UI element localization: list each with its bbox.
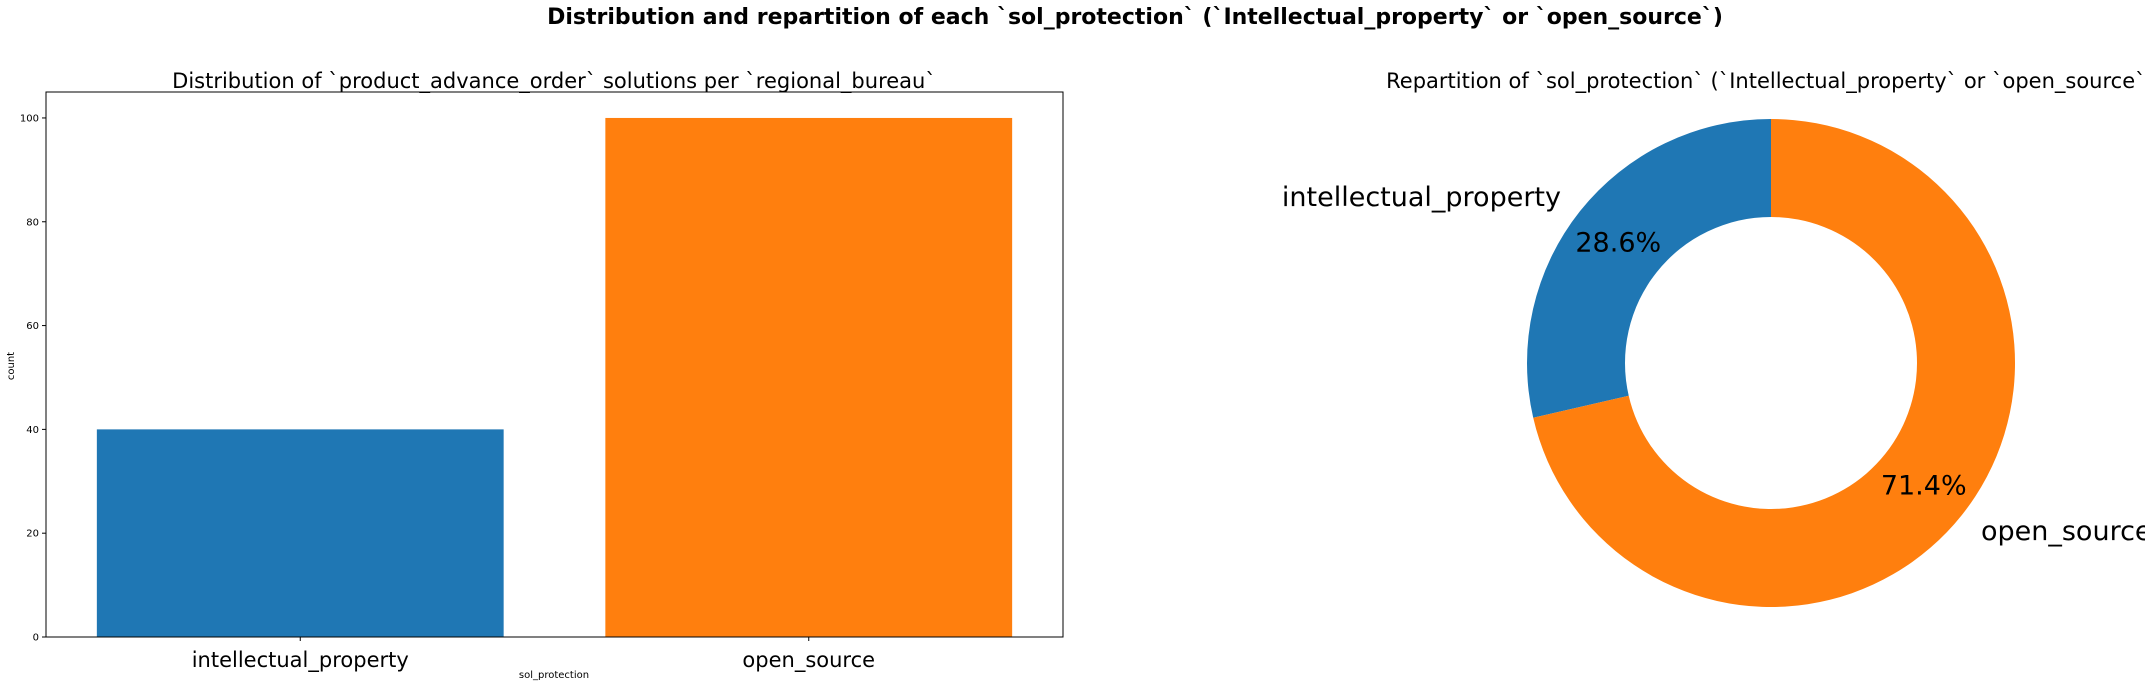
y-tick-label: 100 [20,113,39,124]
donut-chart: Repartition of `sol_protection` (`Intell… [1282,69,2145,607]
x-tick-label: intellectual_property [192,648,409,673]
donut-plot-area: 28.6% intellectual_property 71.4% open_sour… [1282,118,2145,607]
bar-chart: Distribution of `product_advance_order` … [6,69,1064,681]
donut-slice-open-source [1533,118,2016,607]
figure-suptitle: Distribution and repartition of each `so… [547,5,1723,30]
bar-open-source [605,117,1013,637]
bar-chart-title: Distribution of `product_advance_order` … [172,69,936,94]
y-tick-label: 40 [26,425,39,436]
bar-intellectual-property [96,429,504,637]
y-tick-label: 0 [33,633,39,644]
bar-plot-area: intellectual_property open_source 0 20 40 60 8… [20,91,1064,673]
donut-category-label: open_source [1981,516,2145,547]
bar-chart-ylabel: count [6,352,17,380]
donut-percent-label: 71.4% [1881,471,1967,502]
donut-percent-label: 28.6% [1575,227,1661,258]
donut-category-label: intellectual_property [1282,182,1561,213]
y-tick-label: 20 [26,529,39,540]
bar-axes-frame [45,91,1064,638]
donut-slice-intellectual-property [1527,119,1771,418]
y-tick-label: 80 [26,217,39,228]
x-tick-label: open_source [742,648,875,673]
donut-chart-title: Repartition of `sol_protection` (`Intell… [1386,69,2145,94]
bar-chart-xlabel: sol_protection [519,670,589,681]
y-tick-label: 60 [26,321,39,332]
